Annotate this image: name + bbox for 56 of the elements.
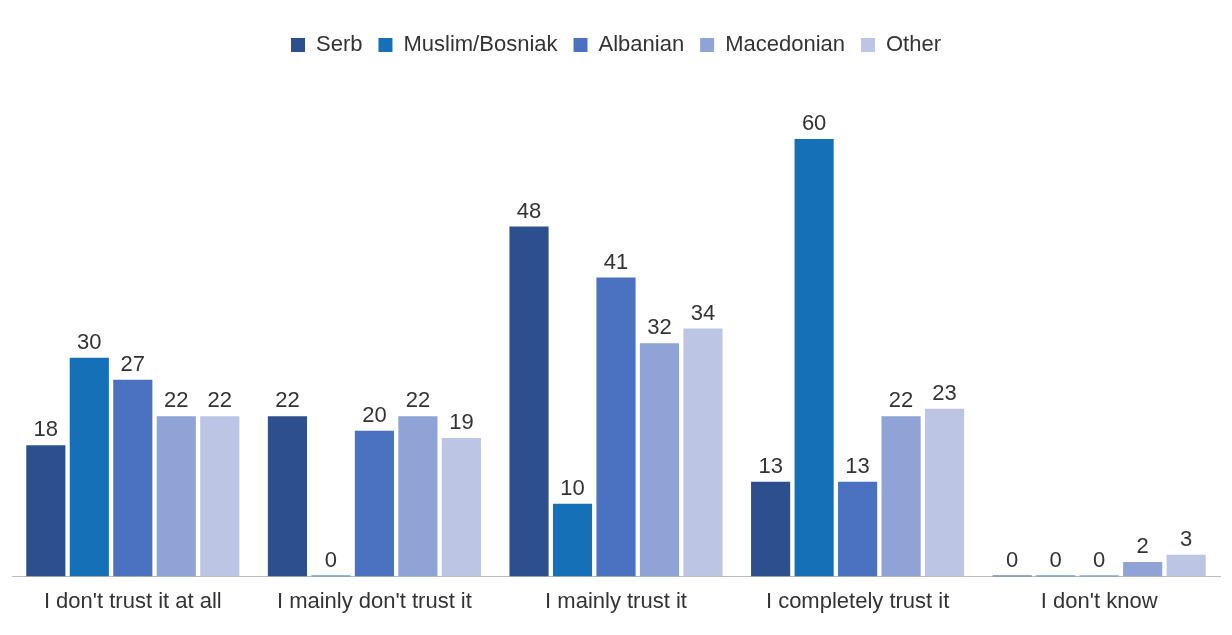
data-label: 23 xyxy=(932,379,957,405)
bar xyxy=(838,481,878,577)
bar xyxy=(751,481,791,577)
data-label: 13 xyxy=(758,452,783,478)
data-label: 18 xyxy=(33,416,59,442)
data-label: 0 xyxy=(1093,546,1106,572)
bar xyxy=(398,416,438,577)
bar xyxy=(596,277,636,577)
x-tick-label: I completely trust it xyxy=(765,587,950,613)
bar xyxy=(26,445,66,577)
x-tick-label: I don't trust it at all xyxy=(43,587,222,613)
data-label: 48 xyxy=(516,197,542,223)
bar xyxy=(552,503,593,577)
bar xyxy=(794,138,834,577)
bar xyxy=(113,379,153,577)
bar xyxy=(69,357,109,577)
data-label: 22 xyxy=(888,387,914,413)
data-label: 10 xyxy=(560,474,585,500)
data-label: 27 xyxy=(120,350,146,376)
bar xyxy=(200,416,240,577)
data-label: 22 xyxy=(275,387,300,413)
x-tick-label: I mainly trust it xyxy=(545,587,687,613)
bar xyxy=(156,416,196,577)
bar xyxy=(639,343,680,577)
bar xyxy=(1123,562,1163,577)
bar xyxy=(1166,554,1206,577)
legend-label: Muslim/Bosniak xyxy=(403,31,559,57)
legend-label: Serb xyxy=(315,31,363,57)
data-label: 0 xyxy=(1006,546,1019,572)
data-label: 32 xyxy=(647,314,672,340)
x-tick-label: I don't know xyxy=(1040,587,1158,613)
bar xyxy=(509,226,549,577)
data-label: 2 xyxy=(1136,533,1149,559)
data-label: 22 xyxy=(164,387,189,413)
data-label: 60 xyxy=(801,110,827,136)
bar xyxy=(267,416,307,577)
bar xyxy=(441,438,481,577)
legend-label: Macedonian xyxy=(725,31,845,57)
data-label: 13 xyxy=(845,452,870,478)
bar xyxy=(354,430,394,577)
bar xyxy=(925,408,965,577)
data-label: 0 xyxy=(324,546,338,572)
data-label: 41 xyxy=(603,248,629,274)
data-label: 0 xyxy=(1049,546,1062,572)
data-label: 20 xyxy=(362,401,387,427)
data-label: 22 xyxy=(405,387,431,413)
data-label: 19 xyxy=(449,409,474,435)
data-label: 34 xyxy=(690,299,716,325)
data-label: 30 xyxy=(77,328,102,354)
data-label: 22 xyxy=(207,387,233,413)
x-tick-label: I mainly don't trust it xyxy=(276,587,472,613)
data-label: 3 xyxy=(1180,525,1193,551)
legend-label: Albanian xyxy=(598,31,685,57)
bar xyxy=(881,416,921,577)
legend-label: Other xyxy=(885,31,942,57)
bar xyxy=(683,328,723,577)
